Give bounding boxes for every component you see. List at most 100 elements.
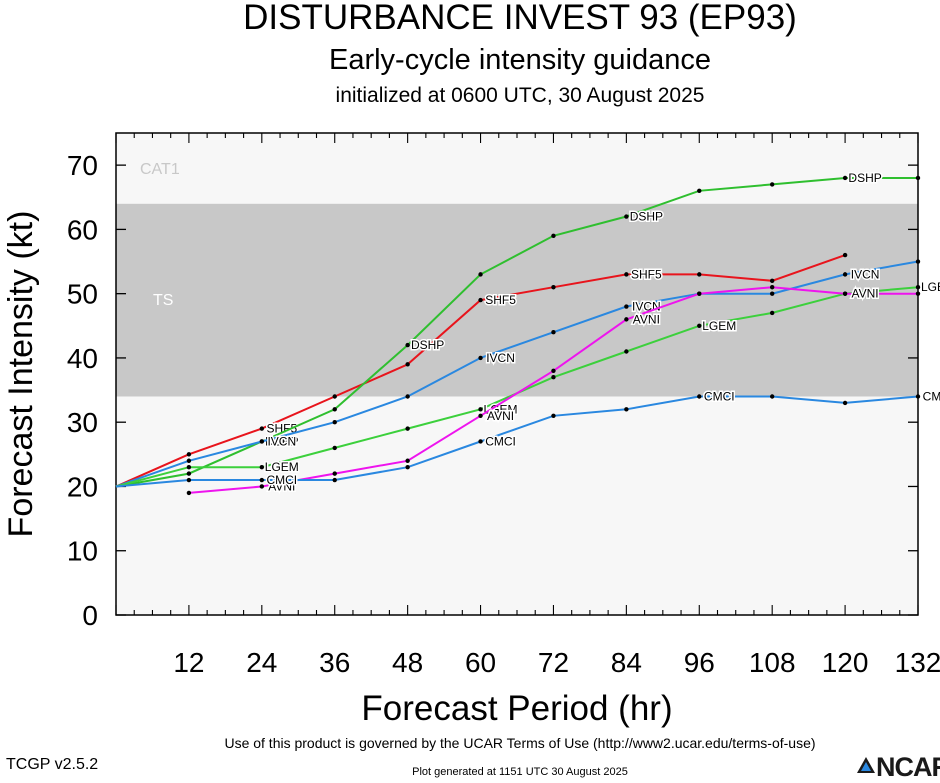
data-point-avni (769, 285, 775, 290)
data-point-ivcn (478, 355, 483, 361)
y-tick-label: 30 (67, 407, 98, 438)
y-axis-label: Forecast Intensity (kt) (2, 211, 40, 538)
data-point-shf5 (259, 426, 265, 431)
x-tick-label: 108 (749, 647, 796, 678)
band-label-ts: TS (153, 292, 173, 309)
data-point-dshp (551, 233, 556, 239)
series-label-lgem: LGEM (484, 402, 518, 416)
band-ts (116, 203, 918, 397)
data-point-lgem (915, 285, 921, 290)
data-point-avni (478, 413, 483, 418)
y-tick-label: 20 (67, 471, 98, 502)
data-point-dshp (332, 407, 337, 412)
series-label-ivcn: IVCN (486, 351, 515, 365)
band-label-cat1: CAT1 (140, 161, 180, 178)
data-point-cmci (842, 400, 848, 406)
data-point-avni (842, 291, 848, 296)
data-point-ivcn (405, 394, 410, 399)
data-point-dshp (769, 182, 775, 187)
data-point-shf5 (478, 297, 483, 303)
x-tick-label: 48 (392, 647, 423, 678)
series-label-avni: AVNI (633, 312, 660, 326)
data-point-ivcn (259, 439, 265, 444)
data-point-cmci (405, 464, 410, 470)
data-point-shf5 (405, 362, 410, 367)
data-point-cmci (915, 394, 921, 399)
x-tick-label: 120 (822, 647, 869, 678)
data-point-dshp (405, 342, 410, 348)
series-label-cmci: CMCI (485, 434, 516, 448)
data-point-cmci (624, 407, 629, 412)
data-point-cmci (332, 477, 337, 483)
chart-title: DISTURBANCE INVEST 93 (EP93) (243, 0, 797, 37)
series-label-lgem: LGEM (702, 319, 736, 333)
data-point-ivcn (332, 420, 337, 425)
data-point-lgem (697, 323, 702, 328)
data-point-cmci (697, 394, 702, 399)
series-label-ivcn: IVCN (267, 434, 296, 448)
data-point-dshp (697, 188, 702, 194)
data-point-ivcn (915, 259, 921, 264)
series-label-ivcn: IVCN (851, 267, 880, 281)
data-point-ivcn (624, 304, 629, 309)
data-point-ivcn (769, 291, 775, 296)
data-point-cmci (769, 394, 775, 399)
x-tick-label: 84 (611, 647, 642, 678)
data-point-dshp (186, 471, 192, 476)
terms-of-use-notice: Use of this product is governed by the U… (224, 735, 816, 751)
ncar-logo-text: NCAR (876, 752, 940, 782)
series-line-cmci (115, 395, 919, 488)
data-point-lgem (769, 310, 775, 316)
data-point-cmci (259, 477, 265, 483)
data-point-avni (259, 484, 265, 489)
y-tick-label: 50 (67, 279, 98, 310)
data-point-lgem (551, 375, 556, 380)
series-label-shf5: SHF5 (266, 422, 297, 436)
data-point-shf5 (769, 278, 775, 284)
data-point-avni (405, 458, 410, 463)
data-point-shf5 (842, 252, 848, 258)
data-point-ivcn (842, 272, 848, 277)
data-point-lgem (624, 349, 629, 354)
series-label-avni: AVNI (852, 287, 879, 301)
series-label-cmci: CMCI (704, 389, 735, 403)
plot-generated-time: Plot generated at 1151 UTC 30 August 202… (412, 766, 628, 778)
x-tick-label: 72 (538, 647, 569, 678)
data-point-avni (624, 317, 629, 322)
data-point-dshp (478, 272, 483, 277)
data-point-lgem (405, 426, 410, 431)
series-label-dshp: DSHP (848, 171, 881, 185)
chart-subtitle: Early-cycle intensity guidance (328, 44, 711, 76)
data-point-shf5 (186, 452, 192, 457)
data-point-lgem (478, 407, 483, 412)
series-label-lgem: LGEM (921, 280, 940, 294)
band-cat1 (116, 133, 918, 204)
y-tick-label: 0 (82, 600, 98, 631)
y-tick-label: 60 (67, 214, 98, 245)
chart-initialized-time: initialized at 0600 UTC, 30 August 2025 (335, 84, 705, 107)
series-label-avni: AVNI (487, 409, 514, 423)
series-label-shf5: SHF5 (631, 267, 662, 281)
x-tick-label: 36 (319, 647, 350, 678)
series-line-ivcn (115, 260, 919, 488)
x-tick-label: 132 (895, 647, 940, 678)
data-point-shf5 (624, 272, 629, 277)
data-point-cmci (551, 413, 556, 418)
data-point-shf5 (551, 285, 556, 290)
data-point-ivcn (186, 458, 192, 463)
series-label-lgem: LGEM (265, 460, 299, 474)
data-point-dshp (624, 214, 629, 219)
data-point-avni (551, 368, 556, 373)
series-label-shf5: SHF5 (485, 293, 516, 307)
series-label-dshp: DSHP (411, 338, 444, 352)
ncar-logo-icon (857, 757, 875, 773)
data-point-shf5 (697, 272, 702, 277)
data-point-avni (186, 490, 192, 496)
y-tick-label: 40 (67, 343, 98, 374)
series-label-avni: AVNI (268, 479, 295, 493)
y-tick-label: 70 (67, 150, 98, 181)
data-point-dshp (915, 175, 921, 181)
x-axis-label: Forecast Period (hr) (361, 689, 672, 728)
x-tick-label: 96 (684, 647, 715, 678)
